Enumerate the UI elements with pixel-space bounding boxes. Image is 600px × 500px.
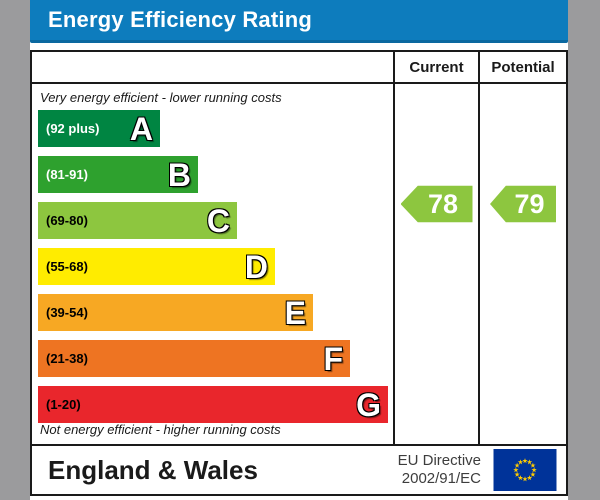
- empty-header-cell: [32, 52, 395, 82]
- band-d-range: (55-68): [46, 259, 88, 274]
- band-g: (1-20) G: [38, 386, 388, 423]
- current-value-cell: 78: [395, 84, 480, 444]
- band-c-range: (69-80): [46, 213, 88, 228]
- title-bar: Energy Efficiency Rating: [30, 0, 568, 43]
- potential-column-header: Potential: [491, 58, 555, 76]
- right-gray-border: [568, 0, 600, 500]
- eu-directive-label: EU Directive 2002/91/EC: [398, 452, 481, 488]
- band-f-range: (21-38): [46, 351, 88, 366]
- band-e-range: (39-54): [46, 305, 88, 320]
- band-c: (69-80) C: [38, 202, 237, 239]
- bottom-caption: Not energy efficient - higher running co…: [40, 422, 281, 437]
- chart-body-row: Very energy efficient - lower running co…: [32, 84, 566, 446]
- band-b-letter: B: [167, 156, 191, 193]
- potential-rating-arrow: 79: [490, 185, 556, 223]
- left-gray-border: [0, 0, 30, 500]
- band-f: (21-38) F: [38, 340, 350, 377]
- region-label: England & Wales: [48, 454, 258, 485]
- band-a: (92 plus) A: [38, 110, 160, 147]
- band-c-letter: C: [206, 202, 230, 239]
- band-a-range: (92 plus): [46, 121, 100, 136]
- band-e-letter: E: [284, 294, 306, 331]
- band-a-letter: A: [129, 110, 153, 147]
- band-b-range: (81-91): [46, 167, 88, 182]
- column-header-row: Current Potential: [32, 52, 566, 84]
- eu-directive-line1: EU Directive: [397, 452, 481, 469]
- band-e: (39-54) E: [38, 294, 313, 331]
- band-d: (55-68) D: [38, 248, 275, 285]
- band-b: (81-91) B: [38, 156, 198, 193]
- page-title: Energy Efficiency Rating: [48, 7, 312, 32]
- band-f-letter: F: [323, 340, 343, 377]
- top-caption: Very energy efficient - lower running co…: [40, 90, 282, 105]
- eu-directive-line2: 2002/91/EC: [401, 470, 481, 487]
- band-g-range: (1-20): [46, 397, 81, 412]
- bands-cell: Very energy efficient - lower running co…: [32, 84, 395, 444]
- current-column-header: Current: [395, 52, 480, 82]
- potential-rating-value: 79: [514, 188, 545, 219]
- potential-value-cell: 79: [480, 84, 566, 444]
- rating-table: Current Potential Very energy efficient …: [30, 50, 568, 496]
- footer-row: England & Wales EU Directive 2002/91/EC: [32, 446, 566, 494]
- chart-content: Energy Efficiency Rating Current Potenti…: [30, 0, 568, 500]
- current-rating-value: 78: [427, 188, 459, 219]
- current-rating-arrow: 78: [400, 185, 473, 223]
- rating-bands: (92 plus) A (81-91) B (69-80) C: [38, 110, 393, 423]
- band-g-letter: G: [356, 386, 381, 423]
- eu-flag-icon: [493, 449, 557, 491]
- band-d-letter: D: [244, 248, 268, 285]
